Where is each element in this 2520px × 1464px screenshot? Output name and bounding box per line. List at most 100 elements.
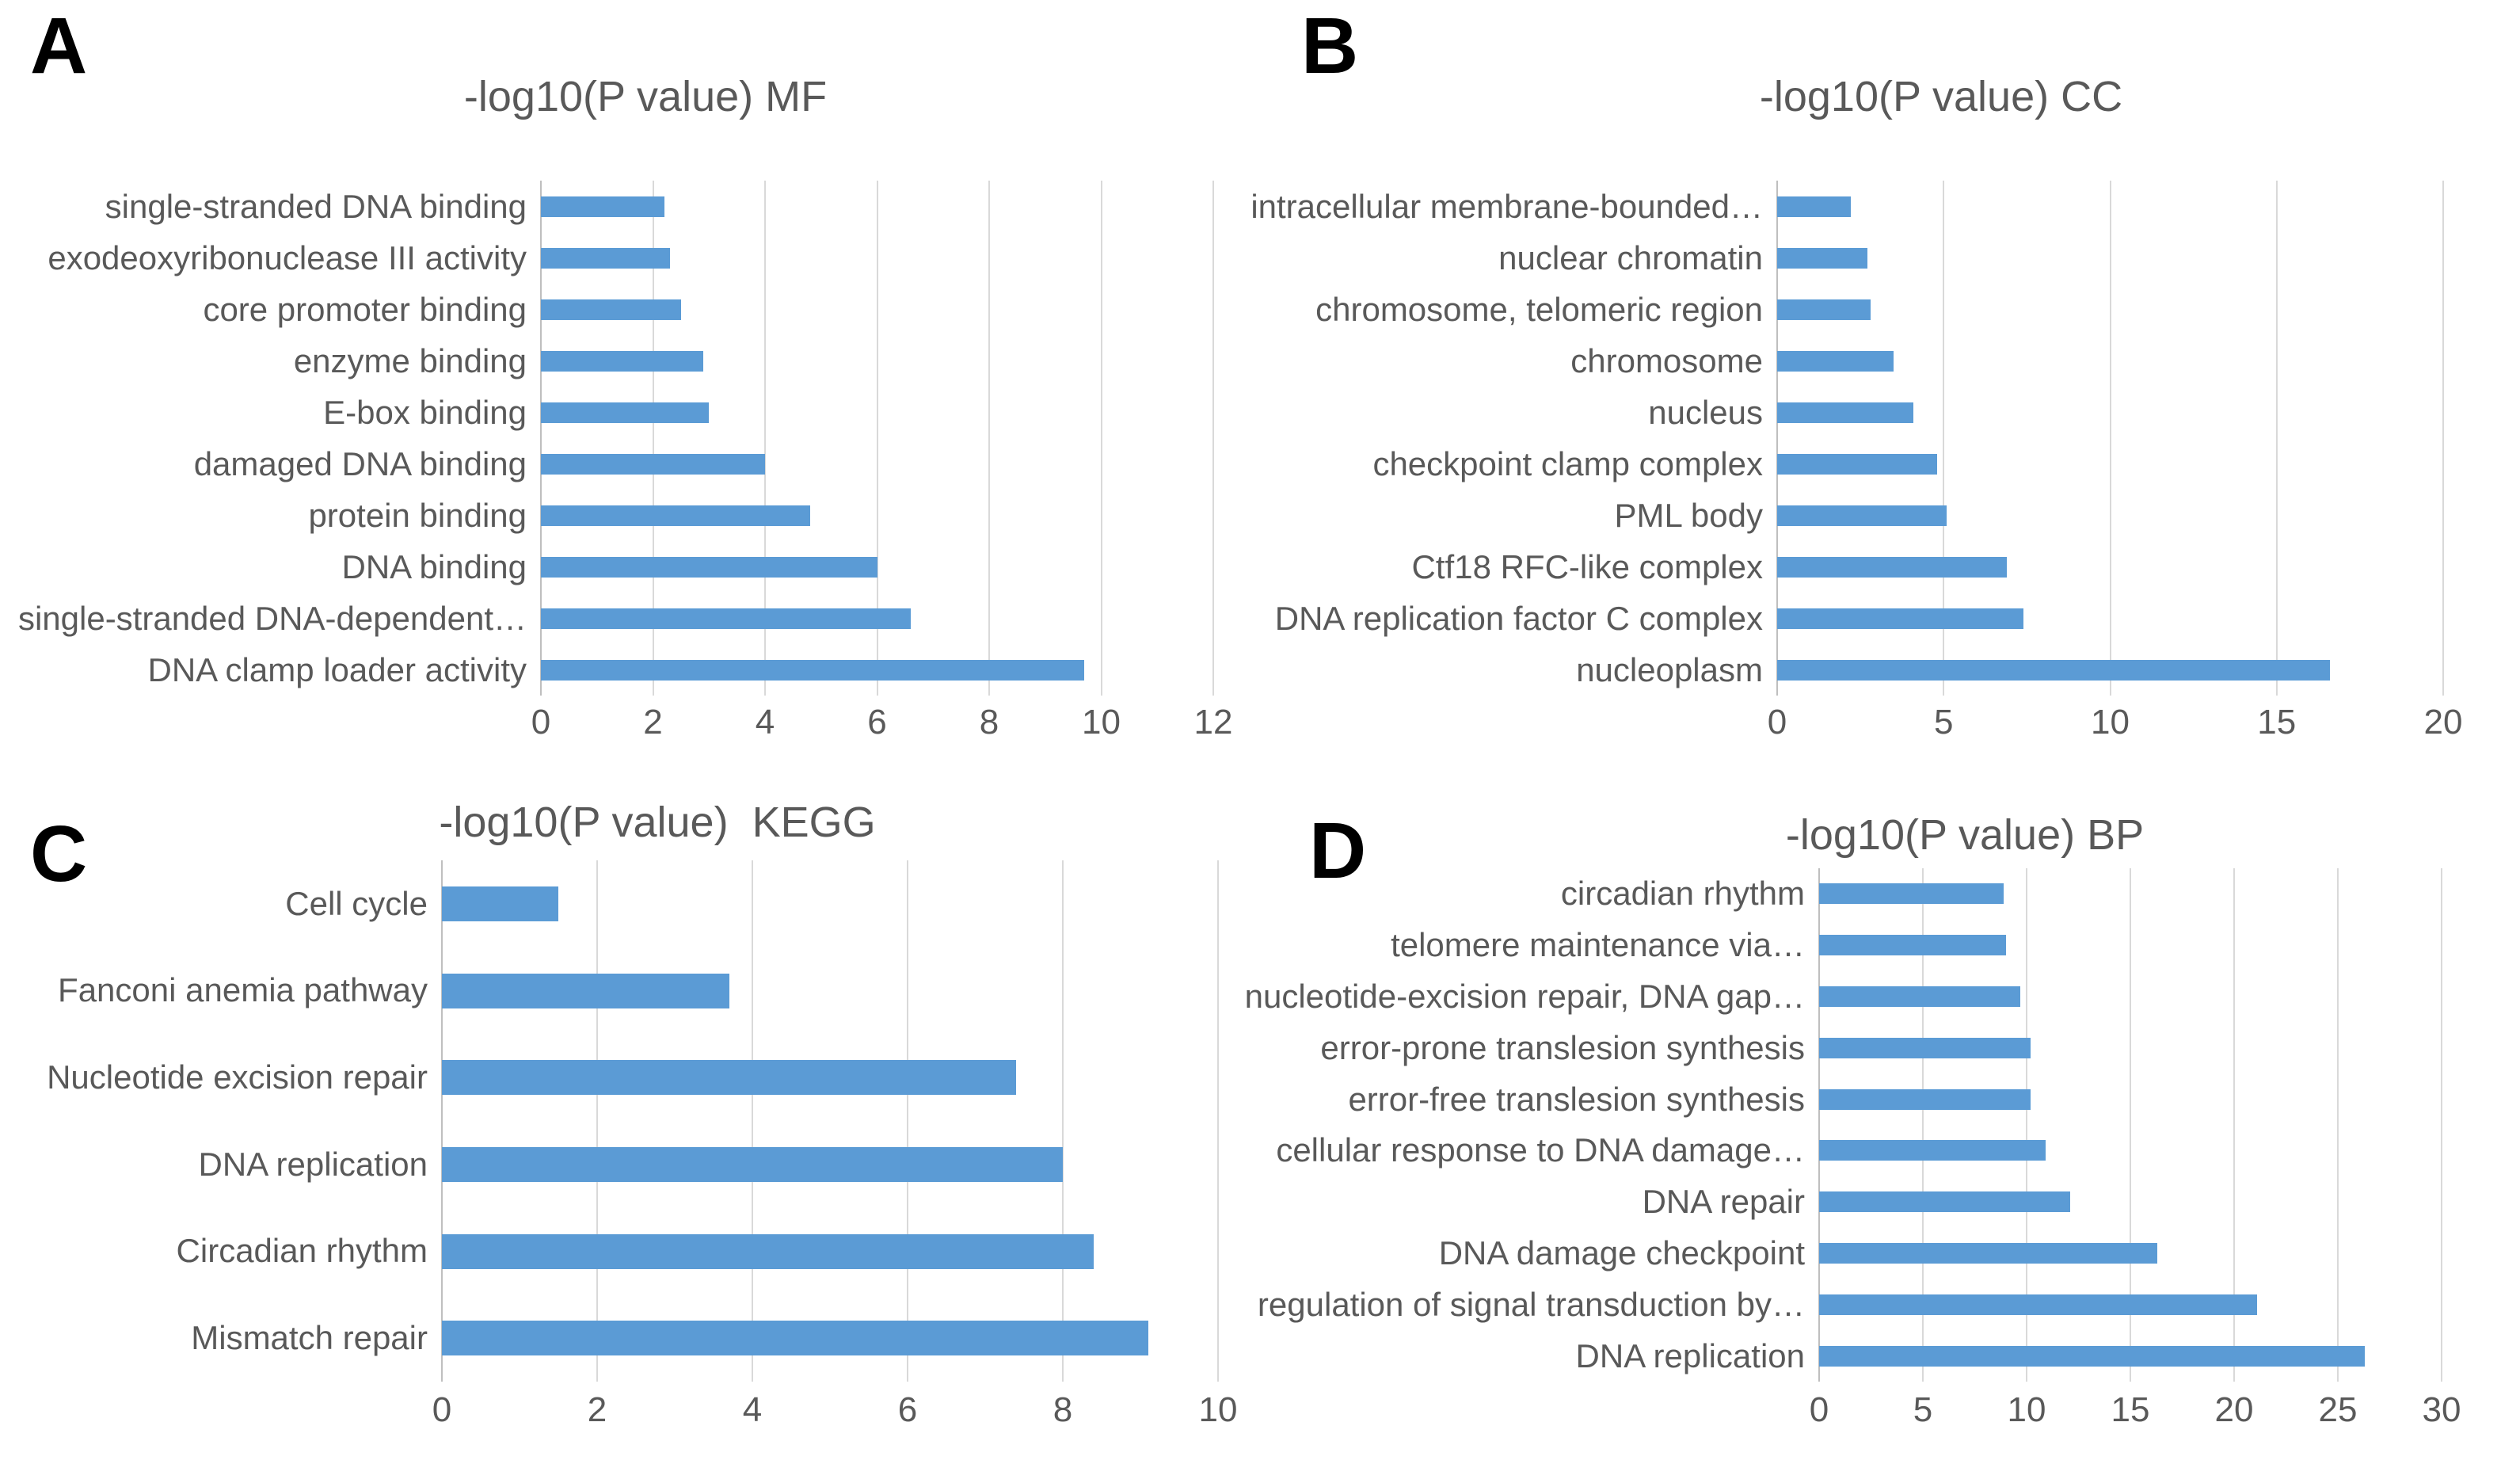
x-tick-label: 20 [2214, 1390, 2254, 1429]
bar [442, 1233, 1094, 1269]
x-tick-label: 6 [897, 1390, 918, 1429]
x-tick-label: 20 [2423, 703, 2463, 742]
bar [1819, 1037, 2031, 1058]
gridline [2337, 868, 2339, 1382]
category-label: E-box binding [323, 393, 527, 431]
category-label: cellular response to DNA damage… [1276, 1131, 1805, 1169]
category-label: nuclear chromatin [1498, 238, 1763, 276]
x-tick-label: 15 [2257, 703, 2297, 742]
gridline [876, 181, 878, 696]
zero-axis-line [441, 860, 443, 1382]
bar [1777, 659, 2331, 681]
gridline [1217, 860, 1219, 1382]
x-tick-label: 0 [432, 1390, 452, 1429]
zero-axis-line [1818, 868, 1820, 1382]
category-label: chromosome [1570, 341, 1763, 379]
category-label: single-stranded DNA-dependent… [17, 599, 527, 637]
category-label: checkpoint clamp complex [1372, 444, 1763, 482]
chart-title-kegg: -log10(P value) KEGG [439, 798, 876, 846]
category-label: enzyme binding [293, 341, 527, 379]
category-label: regulation of signal transduction by… [1257, 1285, 1805, 1323]
x-tick-label: 25 [2318, 1390, 2358, 1429]
bar [442, 886, 558, 921]
category-label: error-free translesion synthesis [1348, 1080, 1805, 1118]
panel-letter-c: C [30, 810, 88, 898]
bar [1819, 1243, 2158, 1264]
chart-title-mf: -log10(P value) MF [463, 72, 828, 120]
x-tick-label: 4 [742, 1390, 763, 1429]
panel-letter-d: D [1309, 806, 1367, 895]
gridline [752, 860, 753, 1382]
bar [1777, 247, 1867, 269]
bar [1777, 299, 1871, 320]
gridline [2130, 868, 2131, 1382]
category-label: DNA repair [1642, 1183, 1805, 1221]
bar [541, 505, 810, 526]
x-tick-label: 12 [1193, 703, 1233, 742]
panel-letter-a: A [30, 2, 88, 90]
bar [541, 402, 710, 423]
category-label: error-prone translesion synthesis [1320, 1028, 1805, 1066]
category-label: DNA binding [341, 547, 527, 585]
gridline [2109, 181, 2111, 696]
category-label: Nucleotide excision repair [47, 1058, 428, 1096]
category-label: Mismatch repair [191, 1319, 428, 1357]
x-tick-label: 8 [979, 703, 999, 742]
category-label: DNA replication [1575, 1336, 1805, 1374]
category-label: Fanconi anemia pathway [58, 971, 428, 1009]
category-label: DNA replication [198, 1145, 428, 1183]
bar [1777, 556, 2008, 578]
category-label: Ctf18 RFC-like complex [1411, 547, 1763, 585]
bar [541, 299, 681, 320]
category-label: damaged DNA binding [193, 444, 527, 482]
category-label: Cell cycle [285, 884, 428, 922]
panel-mf: A -log10(P value) MF 0 2 4 6 8 10 12 single-str… [0, 0, 1260, 740]
bar [442, 1146, 1063, 1182]
panel-kegg: C -log10(P value) KEGG 0 2 4 6 8 10 Cell cycle… [0, 732, 1260, 1464]
bar [541, 659, 1085, 681]
category-label: single-stranded DNA binding [105, 187, 527, 225]
zero-axis-line [540, 181, 542, 696]
x-tick-label: 5 [1913, 1390, 1933, 1429]
gridline [1922, 868, 1924, 1382]
bar [1777, 196, 1851, 217]
x-tick-label: 10 [2007, 1390, 2046, 1429]
category-label: DNA clamp loader activity [147, 650, 527, 688]
x-tick-label: 0 [1809, 1390, 1829, 1429]
bar [1819, 1088, 2031, 1110]
x-tick-label: 4 [755, 703, 775, 742]
x-tick-label: 6 [867, 703, 887, 742]
bar [1819, 883, 2004, 905]
x-tick-label: 30 [2422, 1390, 2461, 1429]
gridline [1100, 181, 1102, 696]
bar [541, 196, 664, 217]
category-label: core promoter binding [203, 290, 527, 328]
chart-title-cc: -log10(P value) CC [1759, 72, 2123, 120]
bar [1819, 1191, 2071, 1213]
bar [1819, 935, 2006, 956]
category-label: chromosome, telomeric region [1315, 290, 1763, 328]
bar [1819, 986, 2021, 1007]
bar [1819, 1140, 2046, 1161]
gridline [2275, 181, 2278, 696]
bar [1777, 402, 1914, 423]
bar [1819, 1345, 2366, 1367]
panel-cc: B -log10(P value) CC 0 5 10 15 20 intracellul… [1250, 0, 2520, 740]
category-label: telomere maintenance via… [1391, 926, 1805, 964]
gridline [1943, 181, 1945, 696]
category-label: nucleoplasm [1576, 650, 1763, 688]
category-label: DNA damage checkpoint [1438, 1233, 1805, 1271]
category-label: DNA replication factor C complex [1274, 599, 1763, 637]
bar [541, 608, 911, 629]
gridline [2441, 868, 2442, 1382]
x-tick-label: 2 [587, 1390, 607, 1429]
x-tick-label: 2 [643, 703, 663, 742]
bar [442, 1321, 1148, 1356]
x-tick-label: 8 [1053, 1390, 1073, 1429]
bar [541, 556, 877, 578]
bar [1777, 608, 2024, 629]
bar [1777, 505, 1947, 526]
bar [1777, 453, 1937, 475]
category-label: exodeoxyribonuclease III activity [48, 238, 527, 276]
gridline [652, 181, 654, 696]
